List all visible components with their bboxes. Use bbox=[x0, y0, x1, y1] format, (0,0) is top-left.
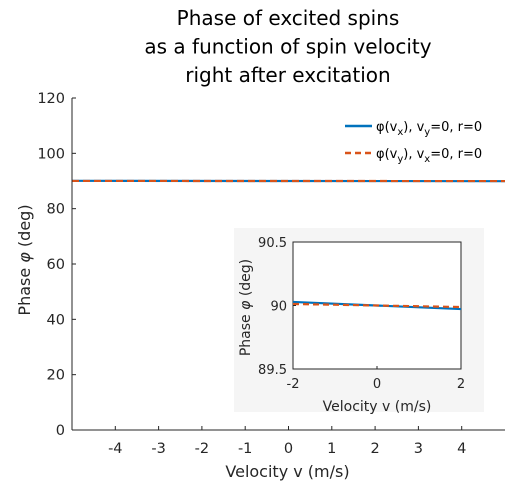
x-axis-label: Velocity v (m/s) bbox=[225, 462, 349, 481]
inset-x-axis-label: Velocity v (m/s) bbox=[323, 399, 432, 415]
chart-title-line: Phase of excited spins bbox=[177, 6, 400, 30]
legend-entry-2: φ(vy), vx=0, r=0 bbox=[376, 147, 482, 165]
legend: φ(vx), vy=0, r=0 φ(vy), vx=0, r=0 bbox=[345, 120, 482, 165]
legend-entry-1: φ(vx), vy=0, r=0 bbox=[376, 120, 482, 138]
inset-plot: -2 0 2 89.5 90 90.5 Velocity v (m/s) Phase φ (d… bbox=[234, 228, 484, 415]
x-tick-label: 2 bbox=[370, 441, 379, 457]
y-tick-label: 60 bbox=[47, 257, 65, 273]
inset-x-tick-label: -2 bbox=[287, 377, 300, 392]
x-tick-label: 0 bbox=[284, 441, 293, 457]
inset-series-line-2 bbox=[292, 302, 462, 309]
y-tick-label: 100 bbox=[37, 146, 65, 162]
x-tick-label: 1 bbox=[327, 441, 336, 457]
chart-title-line: as a function of spin velocity bbox=[144, 35, 431, 59]
inset-y-tick-label: 90 bbox=[270, 300, 287, 315]
inset-x-tick-label: 2 bbox=[457, 377, 465, 392]
chart-title: Phase of excited spins as a function of s… bbox=[144, 6, 431, 87]
y-tick-label: 80 bbox=[47, 202, 65, 218]
inset-y-axis-label: Phase φ (deg) bbox=[238, 259, 254, 356]
y-tick-label: 20 bbox=[47, 368, 65, 384]
y-tick-label: 40 bbox=[47, 312, 65, 328]
x-tick-label: -2 bbox=[195, 441, 209, 457]
inset-y-tick-label: 89.5 bbox=[258, 363, 287, 378]
y-axis-label: Phase φ (deg) bbox=[15, 204, 34, 315]
x-tick-label: -3 bbox=[151, 441, 165, 457]
inset-x-tick-label: 0 bbox=[373, 377, 381, 392]
inset-y-tick-label: 90.5 bbox=[258, 236, 287, 251]
x-tick-label: -1 bbox=[238, 441, 252, 457]
x-tick-label: 4 bbox=[457, 441, 466, 457]
x-tick-label: 3 bbox=[414, 441, 423, 457]
x-tick-label: -4 bbox=[108, 441, 122, 457]
y-tick-label: 0 bbox=[56, 423, 65, 439]
chart-title-line: right after excitation bbox=[185, 63, 390, 87]
y-tick-label: 120 bbox=[37, 91, 65, 107]
